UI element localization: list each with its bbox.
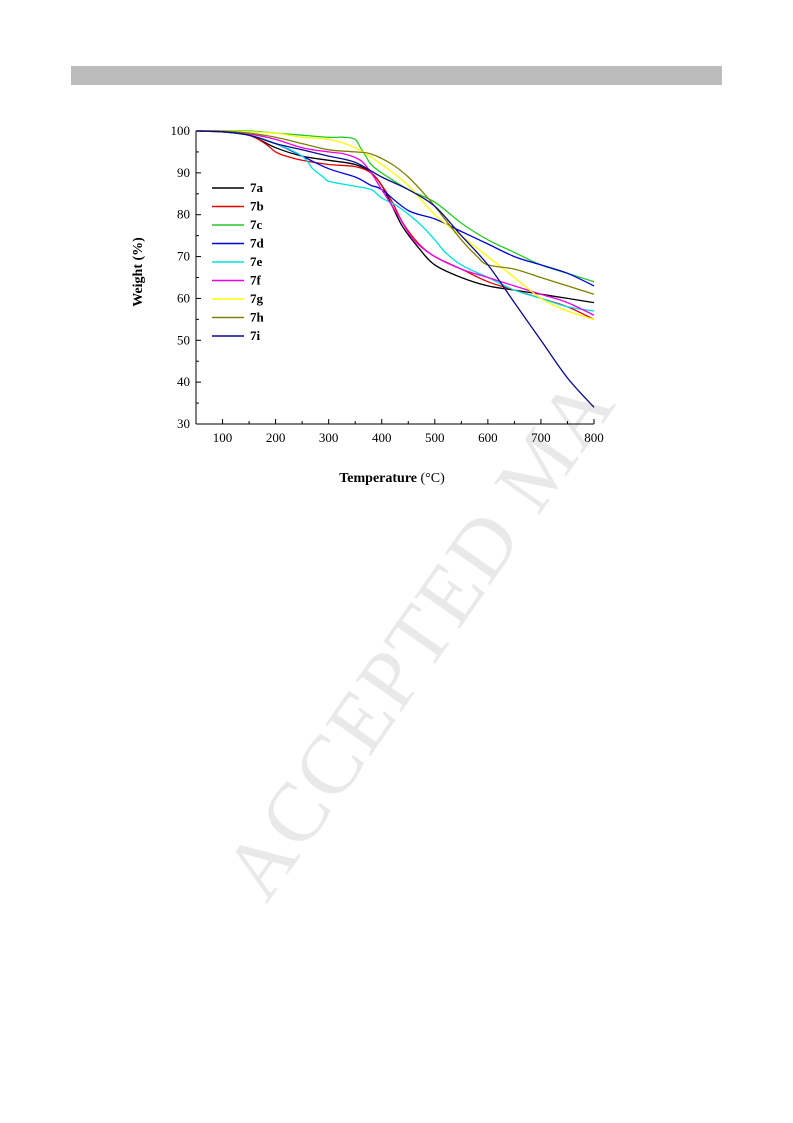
y-tick-label: 60 xyxy=(177,290,190,305)
legend-label-7e: 7e xyxy=(250,254,263,269)
legend-label-7i: 7i xyxy=(250,328,261,343)
legend-label-7b: 7b xyxy=(250,199,264,214)
x-tick-label: 600 xyxy=(478,430,498,445)
legend-label-7h: 7h xyxy=(250,310,265,325)
legend-label-7d: 7d xyxy=(250,236,265,251)
y-tick-label: 50 xyxy=(177,332,190,347)
series-line-7b xyxy=(195,130,595,320)
legend-label-7a: 7a xyxy=(250,180,264,195)
x-tick-label: 100 xyxy=(213,430,233,445)
header-bar xyxy=(71,66,722,85)
series-line-7e xyxy=(195,130,595,312)
x-tick-label: 400 xyxy=(372,430,392,445)
legend-label-7g: 7g xyxy=(250,291,264,306)
series-line-7g xyxy=(195,130,595,321)
x-tick-label: 300 xyxy=(319,430,339,445)
series-line-7h xyxy=(195,130,595,295)
x-axis-title-text: Temperature xyxy=(339,471,417,486)
x-tick-label: 500 xyxy=(425,430,445,445)
x-tick-label: 800 xyxy=(584,430,604,445)
y-axis-title: Weight (%) xyxy=(131,237,146,307)
y-tick-label: 30 xyxy=(177,416,190,431)
series-line-7i xyxy=(195,130,595,408)
y-tick-label: 90 xyxy=(177,165,190,180)
x-tick-label: 200 xyxy=(266,430,286,445)
x-axis-unit: (°C) xyxy=(421,471,446,486)
series-line-7f xyxy=(195,130,595,316)
x-axis-title: Temperature (°C) xyxy=(339,471,445,486)
y-tick-label: 100 xyxy=(171,123,191,138)
legend-label-7f: 7f xyxy=(250,273,262,288)
y-tick-label: 80 xyxy=(177,207,190,222)
y-tick-label: 70 xyxy=(177,249,190,264)
x-tick-label: 700 xyxy=(531,430,551,445)
legend-label-7c: 7c xyxy=(250,217,263,232)
y-tick-label: 40 xyxy=(177,374,190,389)
